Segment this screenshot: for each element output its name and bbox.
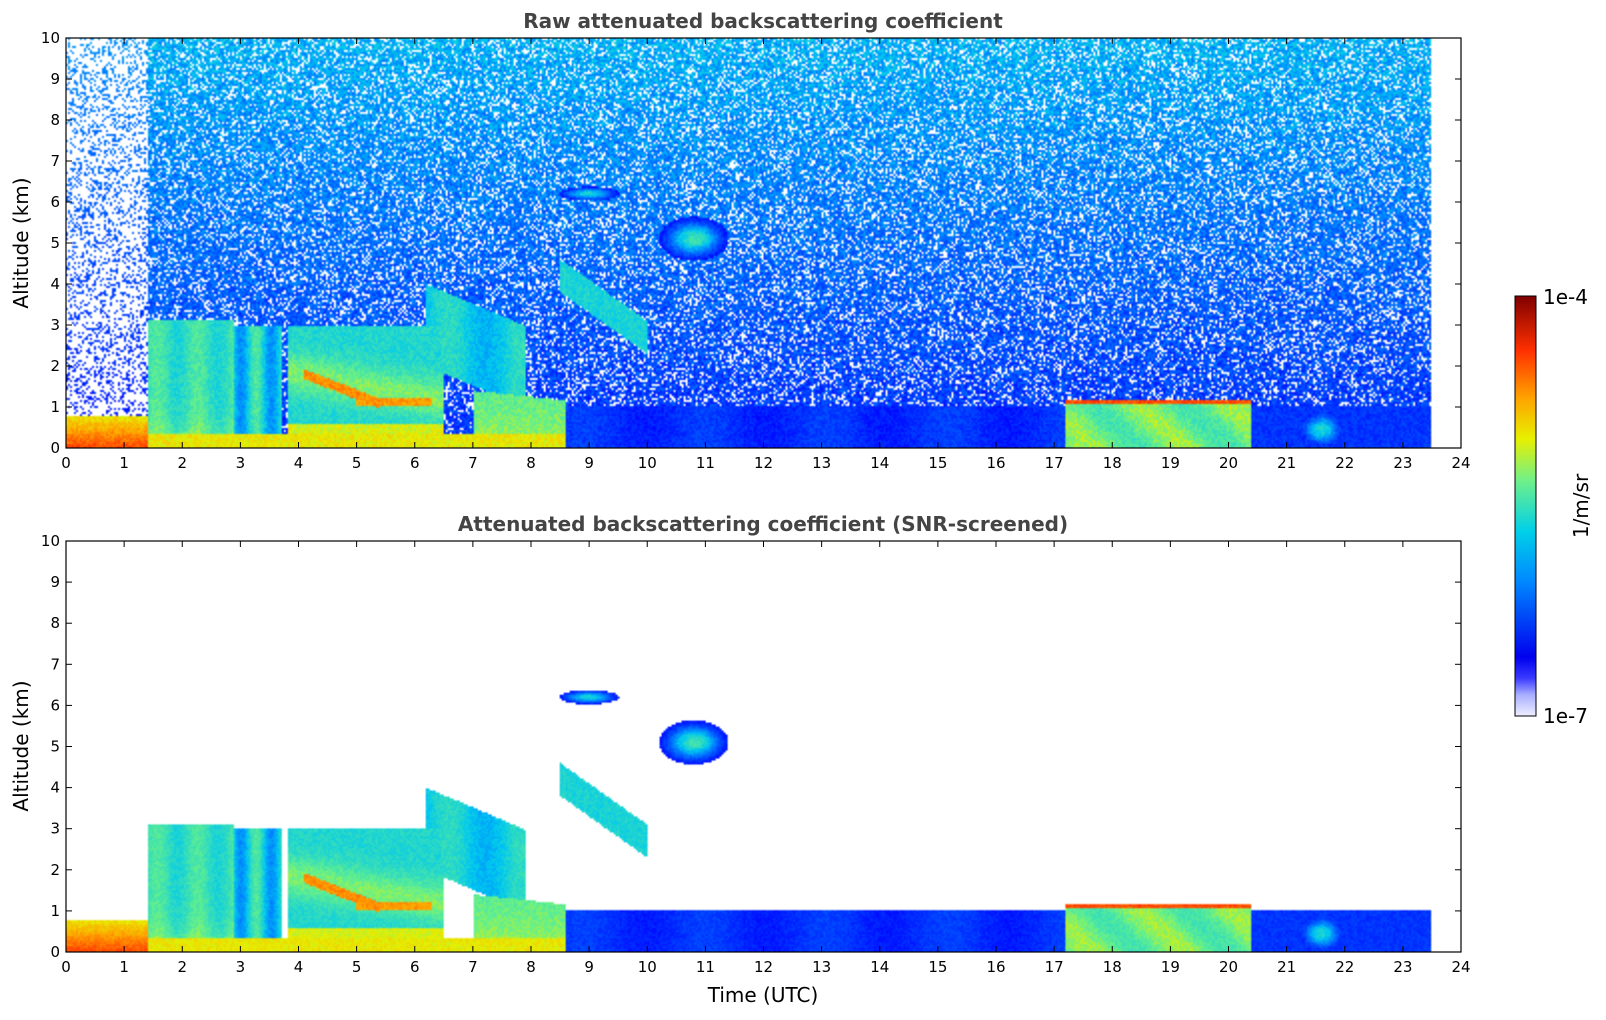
x-tick-label: 23 xyxy=(1393,958,1412,976)
panel-raw: Raw attenuated backscattering coefficien… xyxy=(9,9,1471,472)
x-tick-label: 5 xyxy=(352,454,362,472)
x-tick-label: 19 xyxy=(1161,454,1180,472)
y-tick-label: 3 xyxy=(50,316,60,334)
y-tick-label: 8 xyxy=(50,614,60,632)
x-tick-label: 0 xyxy=(61,454,71,472)
x-tick-label: 4 xyxy=(294,454,304,472)
x-tick-label: 12 xyxy=(754,454,773,472)
x-tick-label: 10 xyxy=(638,454,657,472)
x-tick-label: 15 xyxy=(928,958,947,976)
x-tick-label: 17 xyxy=(1045,454,1064,472)
x-tick-label: 22 xyxy=(1335,958,1354,976)
x-tick-label: 22 xyxy=(1335,454,1354,472)
x-tick-label: 20 xyxy=(1219,958,1238,976)
x-tick-label: 18 xyxy=(1103,454,1122,472)
x-tick-label: 12 xyxy=(754,958,773,976)
y-tick-label: 2 xyxy=(50,357,60,375)
x-tick-label: 14 xyxy=(870,454,889,472)
x-tick-label: 6 xyxy=(410,454,420,472)
x-tick-label: 7 xyxy=(468,958,478,976)
colorbar-max-label: 1e-4 xyxy=(1543,285,1588,309)
x-tick-label: 18 xyxy=(1103,958,1122,976)
x-tick-label: 13 xyxy=(812,454,831,472)
x-tick-label: 4 xyxy=(294,958,304,976)
colorbar: 1e-4 1e-7 1/m/sr xyxy=(1514,285,1593,728)
panel-raw-y-axis-label: Altitude (km) xyxy=(9,177,33,308)
x-tick-label: 7 xyxy=(468,454,478,472)
x-tick-label: 11 xyxy=(696,454,715,472)
x-tick-label: 21 xyxy=(1277,958,1296,976)
x-tick-label: 2 xyxy=(177,454,187,472)
x-tick-label: 11 xyxy=(696,958,715,976)
colorbar-min-label: 1e-7 xyxy=(1543,704,1588,728)
panel-raw-plot-area xyxy=(66,38,1461,448)
heatmap-image xyxy=(66,38,1461,448)
x-tick-label: 24 xyxy=(1451,454,1470,472)
x-tick-label: 20 xyxy=(1219,454,1238,472)
x-tick-label: 8 xyxy=(526,454,536,472)
x-tick-label: 16 xyxy=(986,958,1005,976)
panel-screened-title: Attenuated backscattering coefficient (S… xyxy=(458,512,1068,536)
colorbar-gradient xyxy=(1514,295,1537,717)
panel-screened: Attenuated backscattering coefficient (S… xyxy=(9,512,1471,1007)
y-tick-label: 9 xyxy=(50,70,60,88)
x-tick-label: 2 xyxy=(177,958,187,976)
panel-raw-title: Raw attenuated backscattering coefficien… xyxy=(523,9,1003,33)
panel-screened-ticks: 0 1 2 3 4 5 6 7 8 9 10 11 12 13 14 15 16 17 18 19 20 21 22 23 24… xyxy=(41,532,1471,976)
x-tick-label: 23 xyxy=(1393,454,1412,472)
colorbar-unit-label: 1/m/sr xyxy=(1569,473,1593,538)
y-tick-label: 9 xyxy=(50,573,60,591)
y-tick-label: 4 xyxy=(50,275,60,293)
y-tick-label: 0 xyxy=(50,943,60,961)
x-tick-label: 1 xyxy=(119,454,129,472)
y-tick-label: 7 xyxy=(50,152,60,170)
y-tick-label: 6 xyxy=(50,193,60,211)
panel-screened-x-axis-label: Time (UTC) xyxy=(707,983,819,1007)
x-tick-label: 3 xyxy=(236,454,246,472)
panel-screened-plot-area xyxy=(66,541,1461,952)
x-tick-label: 5 xyxy=(352,958,362,976)
y-tick-label: 2 xyxy=(50,861,60,879)
x-tick-label: 14 xyxy=(870,958,889,976)
y-tick-label: 10 xyxy=(41,532,60,550)
y-tick-label: 1 xyxy=(50,902,60,920)
y-tick-label: 6 xyxy=(50,696,60,714)
y-tick-label: 1 xyxy=(50,398,60,416)
x-tick-label: 24 xyxy=(1451,958,1470,976)
panel-raw-ticks: 0 1 2 3 4 5 6 7 8 9 10 11 12 13 14 15 16 17 18 19 20 21 22 23 24… xyxy=(41,29,1471,472)
y-tick-label: 10 xyxy=(41,29,60,47)
x-tick-label: 9 xyxy=(584,958,594,976)
heatmap-image xyxy=(66,541,1461,952)
x-tick-label: 1 xyxy=(119,958,129,976)
x-tick-label: 3 xyxy=(236,958,246,976)
y-tick-label: 3 xyxy=(50,820,60,838)
x-tick-label: 10 xyxy=(638,958,657,976)
y-tick-label: 5 xyxy=(50,738,60,756)
x-tick-label: 6 xyxy=(410,958,420,976)
x-tick-label: 17 xyxy=(1045,958,1064,976)
y-tick-label: 4 xyxy=(50,779,60,797)
y-tick-label: 8 xyxy=(50,111,60,129)
x-tick-label: 16 xyxy=(986,454,1005,472)
y-tick-label: 0 xyxy=(50,439,60,457)
x-tick-label: 9 xyxy=(584,454,594,472)
x-tick-label: 15 xyxy=(928,454,947,472)
panel-screened-y-axis-label: Altitude (km) xyxy=(9,680,33,811)
x-tick-label: 19 xyxy=(1161,958,1180,976)
y-tick-label: 7 xyxy=(50,655,60,673)
x-tick-label: 0 xyxy=(61,958,71,976)
x-tick-label: 8 xyxy=(526,958,536,976)
x-tick-label: 21 xyxy=(1277,454,1296,472)
y-tick-label: 5 xyxy=(50,234,60,252)
x-tick-label: 13 xyxy=(812,958,831,976)
